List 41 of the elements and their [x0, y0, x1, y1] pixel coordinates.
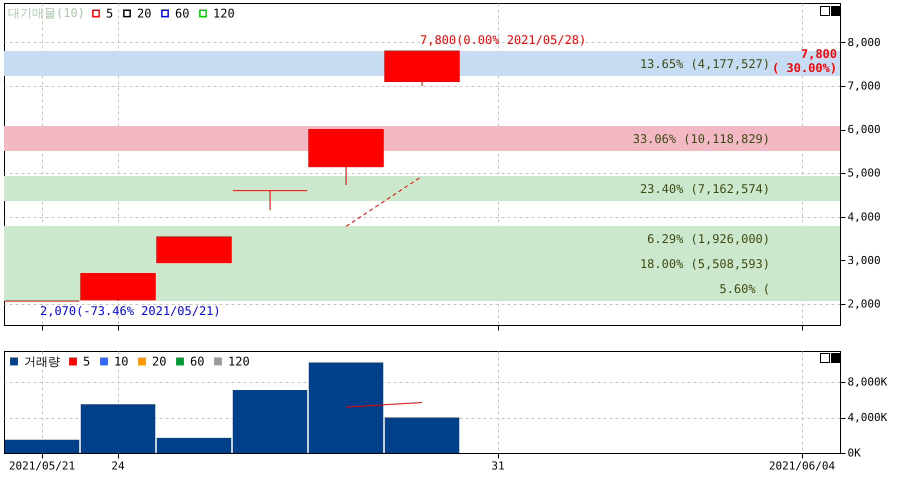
- x-tick-label: 31: [491, 460, 505, 472]
- legend-label: 5: [83, 354, 90, 368]
- bar: [308, 362, 384, 453]
- y-tick-label: 8,000K: [848, 376, 888, 389]
- band-label: 33.06% (10,118,829): [632, 132, 770, 146]
- legend-label: 120: [228, 354, 250, 368]
- band-label: 5.60% (: [719, 282, 770, 296]
- x-tick-label: 2021/06/04: [768, 460, 836, 472]
- annotation: 7,800 ( 30.00%): [772, 46, 837, 75]
- y-tick-label: 3,000: [848, 254, 881, 267]
- legend-label: 5: [106, 6, 114, 20]
- x-tick-label: 2021/05/21: [8, 460, 76, 472]
- band-label: 23.40% (7,162,574): [640, 182, 770, 196]
- y-tick-label: 4,000K: [848, 411, 888, 424]
- y-tick-label: 7,000: [848, 79, 881, 92]
- band-label: 13.65% (4,177,527): [640, 56, 770, 71]
- legend-label: 60: [175, 6, 190, 20]
- y-tick-label: 2,000: [848, 298, 881, 311]
- legend-label: 20: [152, 354, 166, 368]
- bar: [156, 438, 232, 453]
- y-tick-label: 5,000: [848, 166, 881, 180]
- legend-label: 60: [190, 354, 204, 368]
- y-tick-label: 0K: [848, 446, 862, 460]
- x-tick-label: 24: [111, 460, 125, 472]
- band-label: 6.29% (1,926,000): [647, 232, 770, 246]
- y-tick-label: 6,000: [848, 123, 881, 136]
- bar: [384, 418, 460, 453]
- annotation: 2,070(-73.46% 2021/05/21): [40, 304, 221, 318]
- candlestick: [232, 190, 308, 211]
- bar: [232, 390, 308, 453]
- bar: [80, 404, 156, 453]
- legend-label: 10: [114, 354, 128, 368]
- legend-label: 거래량: [24, 354, 60, 368]
- legend-title: 대기매물(10): [8, 6, 85, 20]
- legend-label: 120: [213, 6, 235, 20]
- bar: [4, 440, 80, 453]
- y-tick-label: 4,000: [848, 210, 881, 224]
- legend-label: 20: [137, 6, 152, 20]
- band-label: 18.00% (5,508,593): [640, 257, 770, 271]
- annotation: 7,800(0.00% 2021/05/28): [420, 32, 586, 47]
- y-tick-label: 8,000: [848, 36, 881, 49]
